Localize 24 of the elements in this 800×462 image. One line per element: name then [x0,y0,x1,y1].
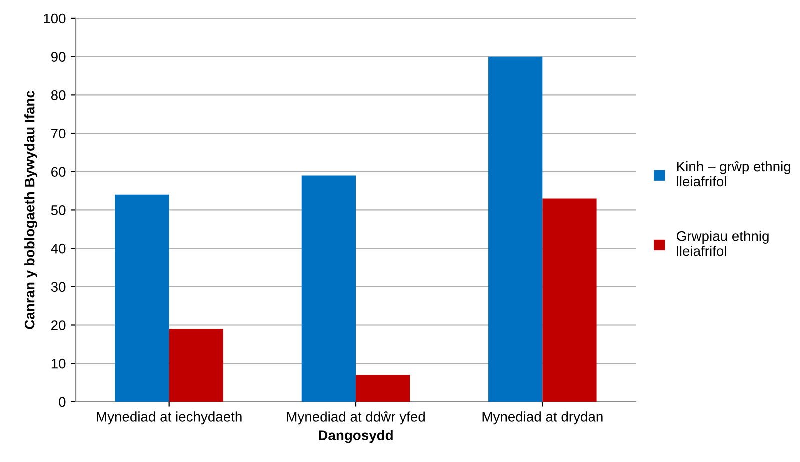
bar [542,198,597,402]
x-tick-label: Mynediad at ddŵr yfed [287,412,425,425]
y-tick-label: 20 [52,320,66,330]
x-tick-label: Mynediad at iechydaeth [97,412,242,425]
bar [356,375,410,402]
y-axis-title: Canran y boblogaeth Bywydau Ifanc [24,90,38,330]
y-tick-label: 50 [51,206,66,216]
bar [115,194,170,402]
legend-label: Kinh – grŵp ethnig lleiafrifol [677,161,790,187]
y-tick-label: 90 [51,52,66,62]
x-tick-label: Mynediad at drydan [482,412,603,425]
y-tick-label: 40 [51,244,66,254]
bar [302,176,356,402]
legend-label: Grwpiau ethnig lleiafrifol [677,231,769,256]
y-tick-label: 10 [52,358,66,369]
y-tick-label: 0 [59,397,66,408]
y-tick-label: 100 [44,14,66,24]
y-tick-label: 70 [52,128,66,139]
x-axis-title: Dangosydd [319,430,393,444]
y-tick-label: 60 [52,167,66,178]
y-tick-label: 30 [51,282,66,292]
y-tick-label: 80 [51,90,66,100]
bar [169,329,224,402]
bar [488,56,543,402]
